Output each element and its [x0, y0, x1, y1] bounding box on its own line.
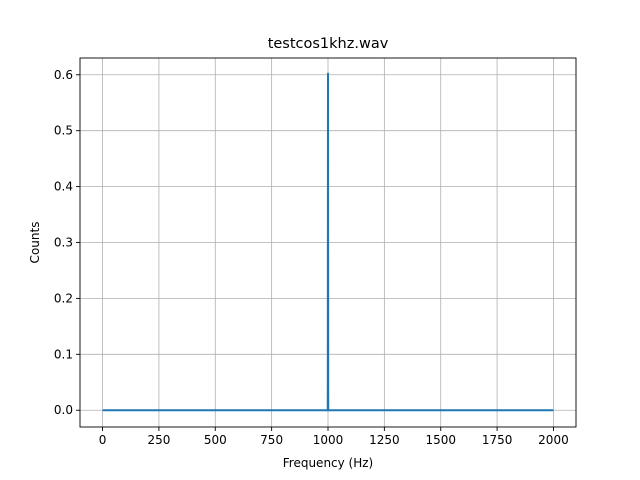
x-tick-label: 1000 [313, 433, 344, 447]
y-tick-label: 0.2 [54, 291, 73, 305]
y-tick-label: 0.0 [54, 403, 73, 417]
x-tick-label: 1250 [369, 433, 400, 447]
x-tick-label: 1750 [482, 433, 513, 447]
y-tick-label: 0.1 [54, 347, 73, 361]
x-tick-label: 250 [147, 433, 170, 447]
series-layer [102, 72, 554, 412]
y-axis-label: Counts [28, 222, 42, 264]
x-tick-label: 2000 [538, 433, 569, 447]
series-line [102, 72, 554, 412]
x-tick-label: 750 [260, 433, 283, 447]
y-tick-label: 0.6 [54, 68, 73, 82]
chart-title: testcos1khz.wav [268, 36, 389, 52]
y-tick-label: 0.5 [54, 124, 73, 138]
y-tick-label: 0.4 [54, 180, 73, 194]
x-tick-label: 1500 [425, 433, 456, 447]
y-tick-label: 0.3 [54, 236, 73, 250]
x-axis-ticks: 0 250 500 750 1000 1250 1500 1750 2000 [99, 427, 569, 447]
y-axis-ticks: 0.0 0.1 0.2 0.3 0.4 0.5 0.6 [54, 68, 80, 417]
x-tick-label: 0 [99, 433, 107, 447]
x-axis-label: Frequency (Hz) [283, 456, 374, 470]
x-tick-label: 500 [204, 433, 227, 447]
